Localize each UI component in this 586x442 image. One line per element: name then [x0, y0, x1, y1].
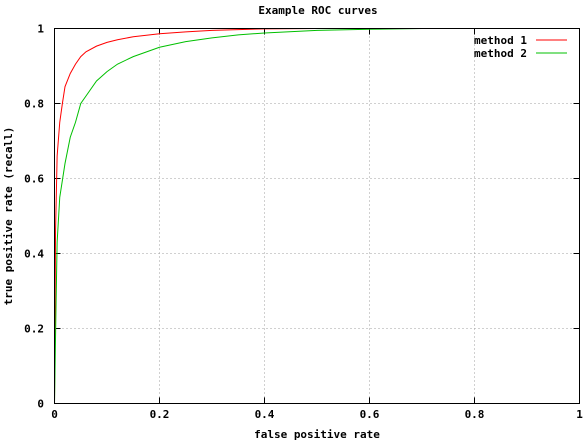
y-tick-label: 0.6: [24, 173, 44, 186]
y-tick-label: 0.4: [24, 248, 44, 261]
y-tick-label: 1: [37, 23, 44, 36]
series-line-method-1: [54, 28, 318, 404]
series-line-method-2: [54, 28, 423, 404]
axis-ticks: 0 0.2 0.4 0.6 0.8 1 0 0.2 0.4 0.6 0.8 1: [24, 23, 583, 422]
chart-title: Example ROC curves: [258, 4, 377, 17]
x-tick-label: 0.6: [360, 408, 380, 421]
grid: [54, 28, 580, 404]
x-tick-label: 0.4: [255, 408, 275, 421]
y-axis-label: true positive rate (recall): [2, 127, 15, 306]
x-axis-label: false positive rate: [254, 428, 380, 441]
y-tick-label: 0.8: [24, 98, 44, 111]
x-tick-label: 0: [51, 408, 58, 421]
legend-label: method 2: [474, 47, 527, 60]
legend-label: method 1: [474, 34, 527, 47]
plot-frame: [54, 28, 580, 404]
x-tick-label: 1: [576, 408, 583, 421]
x-tick-label: 0.8: [465, 408, 485, 421]
data-series: [54, 28, 423, 404]
x-tick-label: 0.2: [150, 408, 170, 421]
y-tick-label: 0.2: [24, 323, 44, 336]
y-tick-label: 0: [37, 398, 44, 411]
